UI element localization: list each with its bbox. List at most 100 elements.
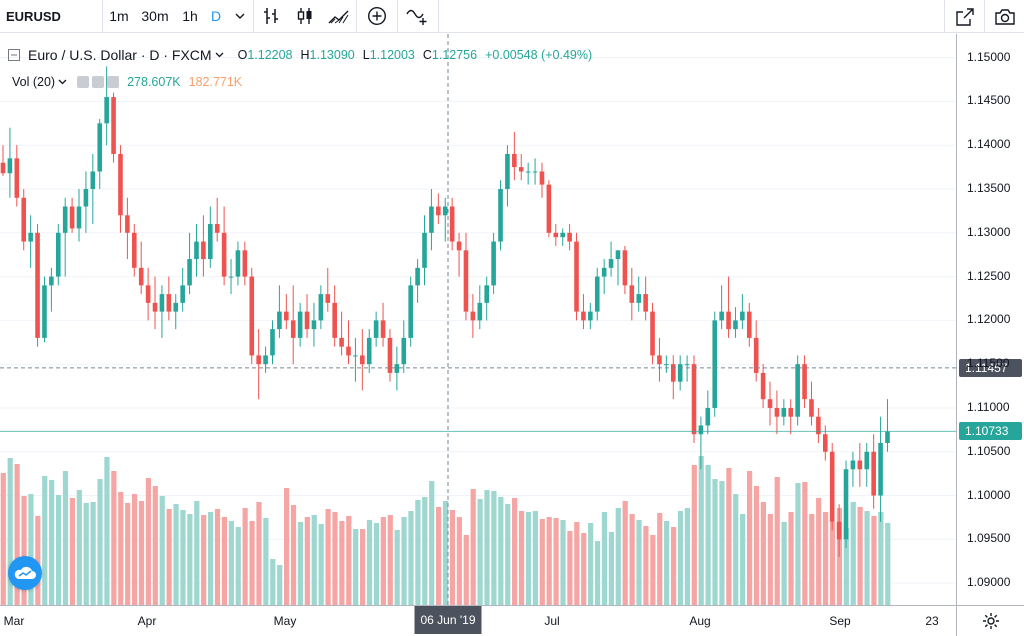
candle — [484, 276, 489, 321]
candle-body — [263, 355, 268, 365]
volume-bar — [49, 480, 55, 605]
volume-bar — [42, 476, 48, 605]
candle — [857, 442, 863, 487]
candle-body — [422, 232, 427, 268]
price-chart[interactable] — [0, 34, 956, 605]
volume-bar — [284, 488, 290, 605]
candle — [498, 180, 503, 251]
tradingview-logo[interactable] — [8, 556, 42, 590]
candle-body — [69, 206, 75, 229]
volume-bar — [691, 465, 697, 605]
snapshot-button[interactable] — [944, 0, 984, 33]
candle — [380, 302, 386, 347]
interval-1m[interactable]: 1m — [109, 8, 129, 24]
candle — [726, 276, 731, 338]
candle-body — [546, 184, 552, 233]
symbol-search[interactable]: EURUSD — [0, 0, 103, 33]
candle-body — [850, 460, 856, 470]
close-icon[interactable] — [107, 76, 120, 88]
candle — [242, 241, 248, 286]
volume-bar — [249, 521, 255, 605]
volume-bar — [712, 479, 718, 605]
candle — [657, 337, 662, 382]
candle — [125, 197, 130, 260]
candle — [42, 276, 47, 343]
candle — [871, 434, 876, 509]
candle-body — [774, 407, 780, 417]
time-tick-label: Aug — [689, 614, 711, 628]
time-axis[interactable]: 23 Sep Aug Jul May Apr Mar 06 Jun '19 — [0, 605, 956, 636]
volume-bar — [629, 514, 635, 605]
candle — [263, 346, 268, 373]
volume-bar — [442, 501, 449, 605]
volume-bar — [622, 501, 628, 605]
camera-button[interactable] — [984, 0, 1024, 33]
candle — [449, 197, 455, 251]
candle — [145, 267, 151, 321]
candle-body — [463, 250, 469, 312]
volume-bar — [83, 503, 89, 605]
candle — [346, 320, 351, 365]
volume-bar — [781, 522, 787, 605]
volume-bar — [746, 471, 753, 605]
candle — [173, 294, 179, 330]
area-type-button[interactable] — [322, 0, 356, 33]
candle-body — [532, 171, 538, 173]
close-value: 1.12756 — [431, 48, 478, 62]
volume-bar — [726, 468, 732, 605]
interval-30m[interactable]: 30m — [141, 8, 169, 24]
bar-chart-type-button[interactable] — [254, 0, 288, 33]
candle — [366, 329, 372, 373]
candle-body — [436, 206, 441, 216]
interval-d[interactable]: D — [210, 8, 222, 24]
volume-bar — [816, 498, 822, 605]
interval-1h[interactable]: 1h — [182, 8, 198, 24]
candle-body — [415, 267, 420, 286]
candle — [138, 241, 144, 295]
candle — [822, 425, 828, 461]
price-axis[interactable]: 1.11457 1.10733 1.15000 1.14500 1.14000 1.1… — [956, 34, 1024, 605]
volume-bar — [325, 509, 331, 605]
settings-icon[interactable] — [92, 76, 105, 88]
candle-body — [574, 241, 579, 312]
candle-body — [332, 302, 337, 338]
series-title[interactable]: Euro / U.S. Dollar · D · FXCM — [28, 47, 212, 63]
candle-body — [829, 451, 835, 522]
volume-bar — [456, 517, 462, 605]
volume-bar — [353, 529, 359, 605]
candle — [318, 285, 324, 330]
price-tick-label: 1.11000 — [967, 399, 1010, 414]
volume-bar — [373, 523, 380, 605]
candle — [615, 250, 621, 286]
candle — [69, 197, 75, 233]
candle-body — [698, 425, 704, 435]
interval-dropdown[interactable] — [227, 0, 253, 33]
collapse-icon[interactable] — [8, 49, 20, 61]
candle-body — [380, 320, 386, 338]
candle — [636, 276, 642, 312]
candle — [601, 259, 607, 295]
volume-bar — [332, 512, 338, 605]
compare-button[interactable] — [398, 0, 438, 33]
volume-bar — [401, 517, 407, 605]
candle — [788, 399, 794, 435]
candle-body — [387, 337, 393, 373]
volume-title[interactable]: Vol (20) — [12, 75, 56, 89]
volume-bar — [505, 504, 511, 605]
candle — [235, 241, 241, 286]
volume-bar — [159, 496, 165, 605]
candle-body — [650, 311, 655, 356]
candle-body — [822, 434, 828, 452]
eye-icon[interactable] — [77, 76, 90, 88]
chart-settings-button[interactable] — [956, 605, 1024, 636]
add-indicator-button[interactable] — [357, 0, 397, 33]
candle — [360, 329, 365, 391]
volume-bar — [491, 491, 497, 605]
candle-body — [242, 250, 248, 277]
candle — [850, 451, 856, 487]
candle — [28, 215, 33, 268]
candle-body — [657, 355, 662, 365]
candle — [284, 294, 289, 330]
candle — [491, 232, 496, 295]
candlestick-type-button[interactable] — [288, 0, 322, 33]
